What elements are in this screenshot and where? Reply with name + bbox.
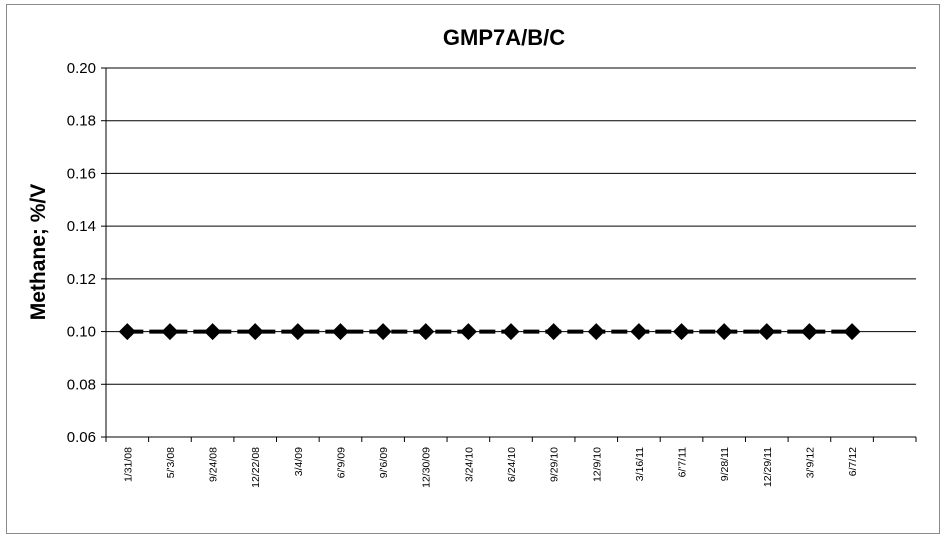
x-tick-label: 6/'7/11 [677, 447, 689, 478]
data-point-marker [204, 323, 222, 341]
y-tick-labels: 0.20 0.18 0.16 0.14 0.12 0.10 0.08 0.06 [67, 60, 96, 446]
y-tick-label: 0.10 [67, 324, 96, 341]
x-tick-label: 6/'9/09 [335, 447, 347, 478]
y-tick-label: 0.12 [67, 271, 96, 288]
data-point-marker [161, 323, 179, 341]
y-axis-label: Methane; %/V [27, 184, 50, 321]
x-tick-label: 3/24/10 [463, 447, 475, 482]
x-tick-label: 12/9/10 [591, 447, 603, 482]
series-methane [118, 323, 861, 341]
x-tick-label: 3/4/09 [293, 447, 305, 476]
data-point-marker [459, 323, 477, 341]
x-tick-label: 12/22/08 [250, 447, 262, 488]
x-tick-label: 12/30/09 [421, 447, 433, 488]
data-point-marker [545, 323, 563, 341]
x-tick-label: 6/7/12 [847, 447, 859, 476]
data-point-marker [843, 323, 861, 341]
y-tick-label: 0.08 [67, 376, 96, 393]
data-point-marker [630, 323, 648, 341]
y-tick-label: 0.18 [67, 113, 96, 130]
data-point-marker [289, 323, 307, 341]
x-tick-label: 3/'9/12 [804, 447, 816, 478]
x-tick-label: 9/29/10 [549, 447, 561, 482]
chart-title: GMP7A/B/C [443, 25, 565, 50]
data-point-marker [673, 323, 691, 341]
y-tick-label: 0.14 [67, 218, 96, 235]
y-tick-label: 0.20 [67, 60, 96, 77]
data-point-marker [331, 323, 349, 341]
x-tick-label: 3/16/11 [634, 447, 646, 481]
chart-frame [6, 4, 940, 534]
x-tick-label: 5/'3/08 [165, 447, 177, 478]
data-point-marker [246, 323, 264, 341]
x-tick-label: 9/24/08 [208, 447, 220, 482]
data-point-marker [758, 323, 776, 341]
x-tick-label: 9/28/11 [719, 447, 731, 481]
y-tick-label: 0.16 [67, 165, 96, 182]
data-point-marker [118, 323, 136, 341]
x-tick-label: 12/29/11 [762, 447, 774, 487]
data-point-marker [587, 323, 605, 341]
y-tick-label: 0.06 [67, 429, 96, 446]
x-tick-labels: 1/31/08 5/'3/08 9/24/08 12/22/08 3/4/09 6/'9/… [122, 447, 859, 488]
x-tick-label: 1/31/08 [122, 447, 134, 482]
data-point-marker [715, 323, 733, 341]
x-tick-label: 6/24/10 [506, 447, 518, 482]
data-point-marker [417, 323, 435, 341]
data-point-marker [502, 323, 520, 341]
x-tick-label: 9/'6/09 [378, 447, 390, 478]
data-point-marker [374, 323, 392, 341]
axes [101, 67, 917, 442]
data-point-marker [800, 323, 818, 341]
